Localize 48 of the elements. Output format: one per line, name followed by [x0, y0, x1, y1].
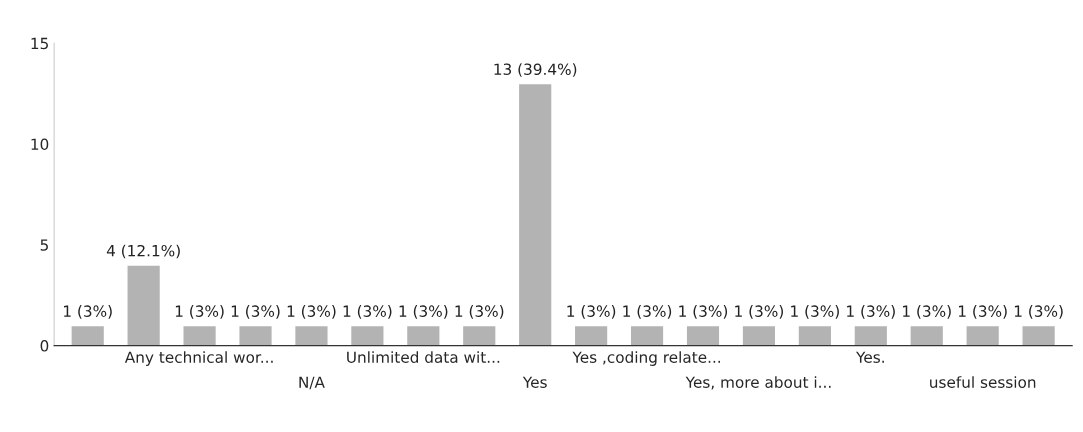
bar: [1021, 324, 1057, 346]
x-tick-label: Yes ,coding relate...: [572, 351, 721, 366]
bar: [126, 264, 162, 346]
bar: [741, 324, 777, 346]
x-tick-label: N/A: [299, 376, 325, 390]
bar: [405, 324, 441, 346]
bar: [182, 324, 218, 346]
x-tick-label: Yes.: [856, 351, 884, 363]
data-label: 1 (3%): [343, 305, 392, 319]
bar: [629, 324, 665, 346]
data-label: 13 (39.4%): [494, 63, 577, 77]
data-label: 1 (3%): [231, 305, 280, 319]
data-label: 1 (3%): [679, 305, 728, 319]
data-label: 1 (3%): [175, 305, 224, 319]
data-label: 1 (3%): [1014, 305, 1063, 319]
bar: [797, 324, 833, 346]
data-label: 1 (3%): [399, 305, 448, 319]
bar: [517, 82, 553, 346]
x-tick-label: Yes, more about i...: [685, 376, 831, 390]
data-label: 1 (3%): [791, 305, 839, 319]
bar: [70, 324, 106, 346]
data-label: 1 (3%): [623, 305, 672, 319]
bar: [685, 324, 721, 346]
bar: [909, 324, 945, 346]
bar: [293, 324, 329, 346]
data-label: 1 (3%): [64, 305, 112, 319]
y-tick-label: 5: [40, 239, 48, 251]
data-label: 1 (3%): [287, 305, 336, 319]
data-label: 1 (3%): [903, 305, 951, 319]
bar: [965, 324, 1001, 346]
data-label: 1 (3%): [455, 305, 504, 319]
data-label: 1 (3%): [567, 305, 616, 319]
bar: [573, 324, 609, 346]
bar: [853, 324, 889, 346]
bar: [349, 324, 385, 346]
bar: [238, 324, 273, 346]
data-label: 1 (3%): [735, 305, 783, 319]
bar: [461, 324, 497, 346]
y-tick-label: 0: [40, 340, 49, 352]
data-label: 1 (3%): [958, 305, 1007, 319]
x-tick-label: Any technical wor...: [124, 351, 273, 366]
y-tick-label: 10: [31, 138, 49, 151]
x-tick-label: Unlimited data wit...: [347, 351, 500, 363]
x-tick-label: Yes: [522, 376, 547, 388]
data-label: 1 (3%): [847, 305, 895, 319]
data-label: 4 (12.1%): [106, 244, 180, 259]
y-tick-label: 15: [31, 37, 48, 50]
x-tick-label: useful session: [930, 376, 1036, 388]
